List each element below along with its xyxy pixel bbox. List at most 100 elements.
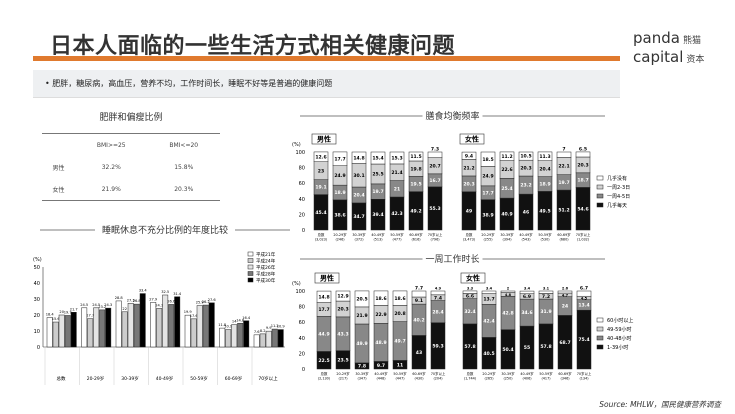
bar — [208, 302, 215, 348]
bar — [99, 309, 106, 348]
data-label: 6.9 — [523, 294, 531, 300]
bar — [58, 314, 65, 348]
data-label: 20.8 — [394, 311, 405, 317]
bar — [196, 305, 203, 348]
data-label: 17.7 — [482, 190, 493, 196]
data-label: 16.4 — [242, 316, 251, 320]
data-label: 4.8 — [505, 293, 512, 297]
data-label: 23 — [318, 168, 324, 174]
data-label: 7.3 — [431, 147, 439, 153]
data-label: 11.2 — [271, 324, 279, 328]
sample-size-label: (417) — [541, 377, 551, 381]
legend-label: 1-39小时 — [607, 344, 628, 351]
data-label: 20 — [59, 310, 64, 314]
bar — [225, 329, 232, 348]
data-label: 2.6 — [562, 287, 569, 291]
data-label: 48.9 — [375, 340, 386, 346]
x-category-label: 50-59岁 — [190, 375, 208, 382]
data-label: 19.7 — [558, 180, 569, 186]
data-label: 23.2 — [520, 183, 531, 189]
data-label: 11.2 — [501, 154, 512, 160]
logo: panda 熊猫 capital 资本 — [633, 30, 704, 68]
bar-segment — [335, 290, 351, 302]
bar — [52, 321, 59, 348]
bar — [133, 303, 140, 348]
x-category-label: 20-29岁 — [87, 375, 105, 382]
data-label: 75.4 — [578, 337, 589, 343]
sample-size-label: (406) — [522, 377, 532, 381]
bar — [150, 302, 157, 348]
data-label: 7.7 — [415, 286, 423, 292]
y-tick-label: 60 — [299, 181, 305, 187]
bar — [93, 307, 100, 348]
legend-swatch — [596, 326, 604, 332]
sample-size-label: (616) — [411, 238, 421, 242]
bmi-title: 肥胖和偏瘦比例 — [42, 110, 220, 123]
bar — [46, 317, 53, 348]
table-row: 男性 32.2% 15.8% — [42, 156, 220, 178]
bar-segment — [556, 151, 572, 158]
data-label: 49.2 — [410, 208, 421, 214]
data-label: 15.3 — [391, 156, 402, 162]
bar — [219, 327, 226, 348]
data-label: 59.3 — [432, 343, 443, 349]
sample-size-label: (680) — [559, 238, 569, 242]
y-tick-label: 40 — [299, 197, 305, 203]
data-label: 4.5 — [581, 297, 588, 301]
data-label: 32.5 — [161, 290, 169, 294]
data-label: 18.5 — [482, 157, 493, 163]
data-label: 44.9 — [318, 332, 329, 338]
legend-swatch — [596, 317, 604, 323]
bar — [243, 320, 250, 348]
data-label: 16.7 — [429, 178, 440, 184]
sample-size-label: (1,032) — [577, 238, 590, 242]
legend-label: 40-48小时 — [607, 335, 632, 342]
data-label: 24.9 — [334, 173, 345, 179]
data-label: 14 — [232, 320, 237, 324]
data-label: 12.6 — [315, 154, 326, 160]
bar — [271, 328, 278, 348]
sample-size-label: (513) — [373, 238, 383, 242]
bar — [115, 300, 122, 348]
x-category-label: 30-39岁 — [121, 375, 139, 382]
bar — [70, 312, 77, 348]
y-tick-label: 60 — [299, 320, 305, 326]
data-label: 10.9 — [224, 325, 233, 329]
x-category-label: 70岁以上 — [577, 371, 592, 376]
row-label: 男性 — [52, 164, 65, 172]
data-label: 20.3 — [577, 163, 588, 169]
bar-segment — [481, 290, 497, 294]
bar-segment — [370, 151, 386, 165]
data-label: 22 — [122, 307, 127, 311]
data-label: 18.6 — [375, 296, 386, 302]
group-label: 女性 — [466, 274, 480, 283]
data-label: 30.1 — [353, 173, 364, 179]
data-label: 9.9 — [266, 326, 272, 330]
sample-size-label: (2,130) — [318, 377, 331, 381]
data-label: 23.2 — [98, 305, 106, 309]
data-label: 7.6 — [254, 330, 260, 334]
bar — [265, 330, 272, 348]
sample-size-label: (394) — [502, 238, 512, 242]
data-label: 3.1 — [543, 287, 550, 291]
data-label: 49.7 — [394, 339, 405, 345]
group-label: 女性 — [465, 135, 479, 144]
data-label: 40.9 — [501, 212, 512, 218]
bar — [237, 323, 244, 348]
sample-size-label: (3,023) — [315, 238, 328, 242]
summary-note: • 肥胖，糖尿病，高血压，营养不均，工作时间长，睡眠不好等是普遍的健康问题 — [33, 70, 620, 98]
bar-segment — [537, 151, 553, 161]
group-label-box — [314, 272, 340, 284]
chart-title: 膳食均衡频率 — [425, 110, 479, 122]
legend-label: 平成26年 — [256, 264, 276, 271]
y-tick-label: 40 — [299, 336, 305, 342]
data-label: 46 — [523, 210, 529, 216]
bar-segment — [408, 151, 424, 162]
x-category-label: 40-49岁 — [374, 371, 387, 376]
x-category-label: 70岁以上 — [428, 232, 443, 237]
group-label: 男性 — [320, 274, 334, 283]
bar-segment — [461, 151, 477, 160]
data-label: 7.4 — [434, 295, 442, 301]
